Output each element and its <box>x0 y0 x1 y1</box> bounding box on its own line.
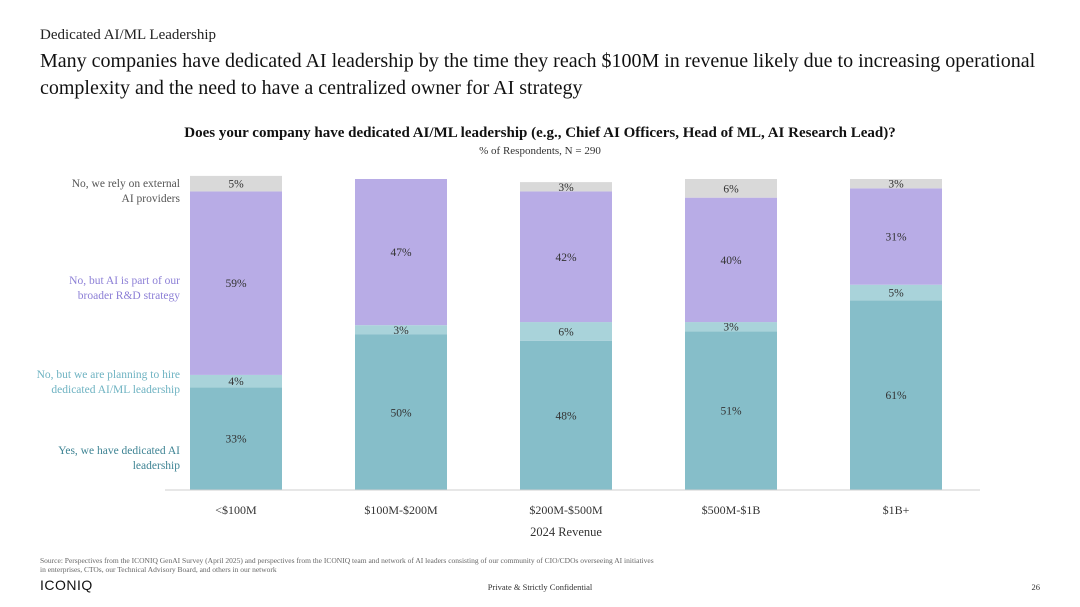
data-label: 5% <box>888 288 904 300</box>
bar-segment <box>850 188 942 285</box>
legend-item-planning-to-hire: No, but we are planning to hire dedicate… <box>10 368 180 398</box>
bar-segment <box>685 331 777 490</box>
bar-segment <box>190 374 282 388</box>
bar-segment <box>355 334 447 490</box>
bar-segment <box>520 191 612 323</box>
legend-label-line: No, we rely on external <box>71 178 180 190</box>
x-tick-label: $100M-$200M <box>364 503 438 517</box>
data-label: 4% <box>228 376 244 388</box>
legend-label-line: Yes, we have dedicated AI <box>58 445 180 457</box>
bar-segment <box>520 340 612 490</box>
bar-segment <box>850 284 942 301</box>
legend-item-dedicated-leadership: Yes, we have dedicated AI leadership <box>10 444 180 474</box>
data-label: 47% <box>390 247 412 259</box>
data-label: 50% <box>390 407 412 419</box>
x-tick-label: <$100M <box>215 503 257 517</box>
bar-segment <box>355 179 447 326</box>
bar-segment <box>520 182 612 192</box>
bar-segment <box>850 179 942 189</box>
data-label: 61% <box>885 390 907 402</box>
bar-segment <box>520 322 612 341</box>
legend-label-line: broader R&D strategy <box>77 290 180 302</box>
slide-headline: Many companies have dedicated AI leaders… <box>40 50 1036 99</box>
data-label: 6% <box>558 326 574 338</box>
data-label: 59% <box>225 278 247 290</box>
data-label: 3% <box>888 179 904 191</box>
x-tick-label: $1B+ <box>883 503 910 517</box>
legend-label-line: leadership <box>132 460 180 472</box>
x-axis-title: 2024 Revenue <box>530 525 602 539</box>
bar-segment <box>190 191 282 375</box>
data-label: 3% <box>393 325 409 337</box>
legend-item-external-providers: No, we rely on external AI providers <box>10 177 180 207</box>
bar-segment <box>355 325 447 335</box>
legend-label-line: No, but AI is part of our <box>69 275 180 287</box>
chart-title: Does your company have dedicated AI/ML l… <box>184 125 896 141</box>
data-label: 51% <box>720 406 742 418</box>
bar-segment <box>850 300 942 490</box>
page-number: 26 <box>1031 582 1041 592</box>
data-label: 5% <box>228 179 244 191</box>
data-label: 33% <box>225 434 247 446</box>
section-label: Dedicated AI/ML Leadership <box>40 27 217 43</box>
x-tick-label: $500M-$1B <box>702 503 761 517</box>
iconiq-logo: ICONIQ <box>40 577 93 593</box>
bar-segment <box>685 197 777 323</box>
data-label: 42% <box>555 252 577 264</box>
legend-item-rd-strategy: No, but AI is part of our broader R&D st… <box>10 274 180 304</box>
source-note: Source: Perspectives from the ICONIQ Gen… <box>40 556 654 574</box>
legend-label-line: dedicated AI/ML leadership <box>51 384 180 396</box>
chart-subtitle: % of Respondents, N = 290 <box>479 145 601 157</box>
x-tick-label: $200M-$500M <box>529 503 603 517</box>
bar-segment <box>190 387 282 490</box>
confidentiality-note: Private & Strictly Confidential <box>487 582 593 592</box>
bar-segment <box>685 322 777 332</box>
data-label: 3% <box>558 182 574 194</box>
data-label: 31% <box>885 232 907 244</box>
legend-label-line: No, but we are planning to hire <box>36 369 180 381</box>
data-label: 6% <box>723 183 739 195</box>
bar-segment <box>685 179 777 198</box>
legend-label-line: AI providers <box>121 193 180 205</box>
data-label: 3% <box>723 322 739 334</box>
data-label: 40% <box>720 255 742 267</box>
bar-segment <box>190 175 282 192</box>
data-label: 48% <box>555 410 577 422</box>
